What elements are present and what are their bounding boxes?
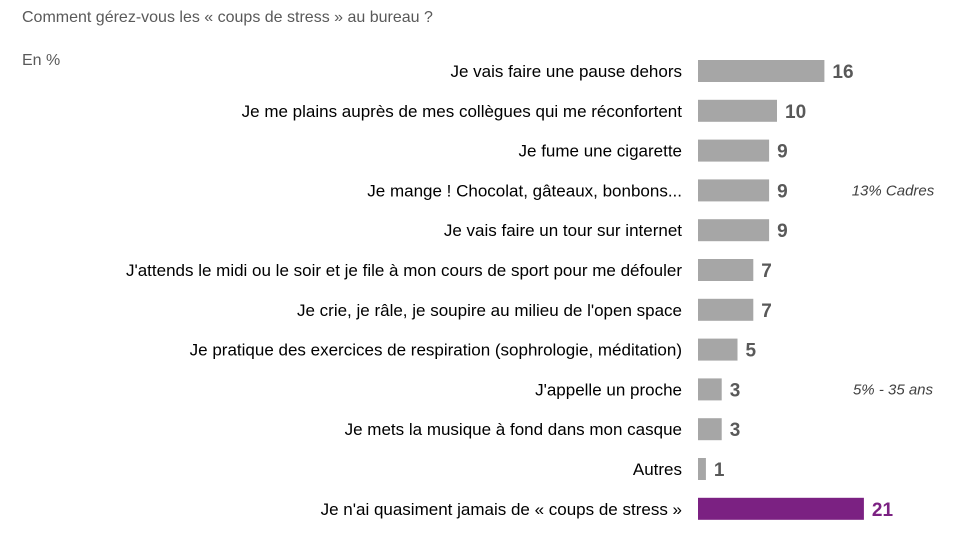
category-label: J'attends le midi ou le soir et je file … <box>126 261 682 280</box>
category-label: Je pratique des exercices de respiration… <box>190 341 682 360</box>
bar <box>698 497 864 520</box>
category-label: Je mets la musique à fond dans mon casqu… <box>345 420 682 439</box>
bar <box>698 99 777 122</box>
annotation: 5% - 35 ans <box>853 381 934 398</box>
category-label: Je crie, je râle, je soupire au milieu d… <box>297 301 682 320</box>
bar <box>698 179 770 202</box>
bar <box>698 458 706 480</box>
bar <box>698 219 770 242</box>
chart-subtitle: En % <box>22 52 60 69</box>
value-label: 7 <box>761 301 772 322</box>
category-label: Autres <box>633 460 682 479</box>
bar <box>698 298 754 321</box>
category-label: Je mange ! Chocolat, gâteaux, bonbons... <box>367 181 682 200</box>
value-label: 21 <box>872 500 894 521</box>
value-label: 5 <box>746 341 757 362</box>
value-label: 3 <box>730 420 741 441</box>
category-label: J'appelle un proche <box>535 380 682 399</box>
category-label: Je vais faire un tour sur internet <box>444 221 682 240</box>
value-label: 7 <box>761 261 772 282</box>
value-label: 9 <box>777 221 788 242</box>
category-label: Je fume une cigarette <box>519 142 682 161</box>
category-label: Je me plains auprès de mes collègues qui… <box>242 102 683 121</box>
annotation: 13% Cadres <box>852 182 935 199</box>
bar <box>698 139 770 162</box>
bar <box>698 338 738 361</box>
value-label: 10 <box>785 102 806 123</box>
value-label: 16 <box>832 62 853 83</box>
bar <box>698 259 754 281</box>
category-label: Je n'ai quasiment jamais de « coups de s… <box>321 500 682 519</box>
value-label: 1 <box>714 460 725 481</box>
bar <box>698 378 722 401</box>
category-label: Je vais faire une pause dehors <box>450 62 682 81</box>
value-label: 9 <box>777 142 788 163</box>
chart-title: Comment gérez-vous les « coups de stress… <box>22 9 433 26</box>
bar <box>698 418 722 441</box>
value-label: 9 <box>777 181 788 202</box>
bar <box>698 60 825 82</box>
value-label: 3 <box>730 380 741 401</box>
bars-layer: Je vais faire une pause dehors 16 Je me pl… <box>126 60 935 521</box>
